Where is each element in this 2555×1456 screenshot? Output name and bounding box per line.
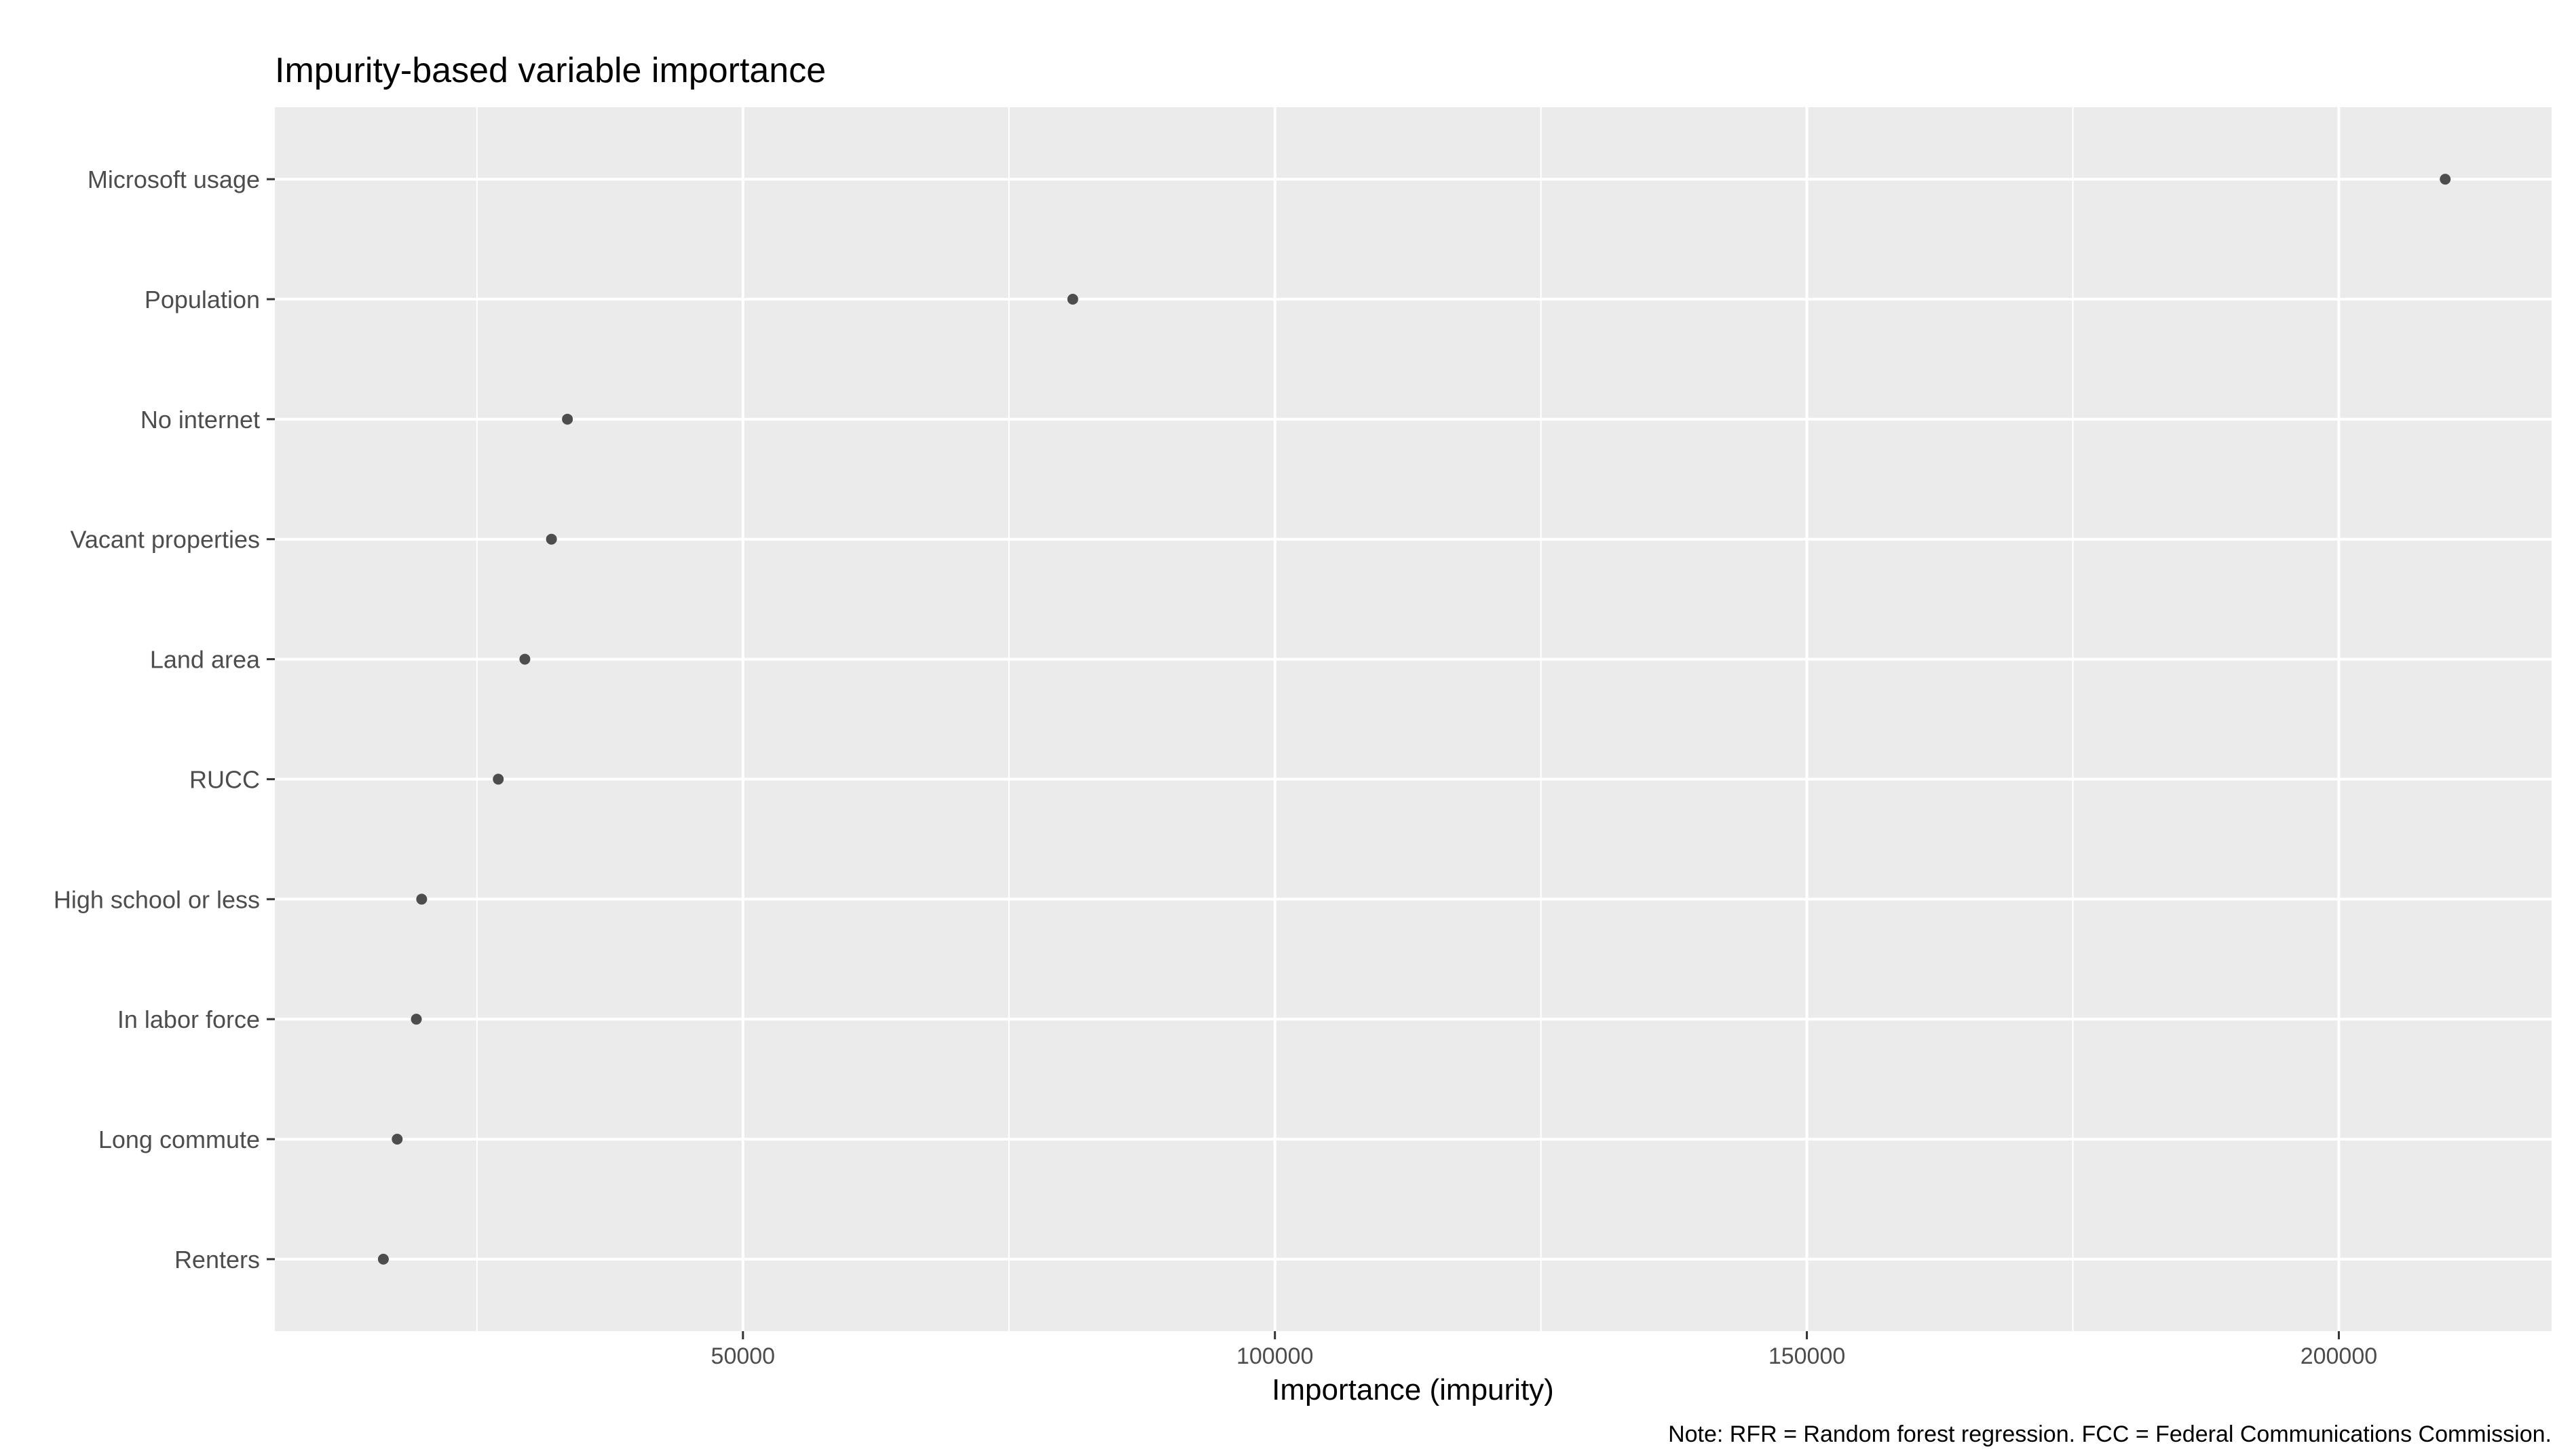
minor-gridlines [476,107,2074,1331]
y-tick-label-3: Vacant properties [71,526,261,554]
x-tick-label-0: 50000 [711,1343,776,1369]
x-tick-label-3: 200000 [2301,1343,2377,1369]
x-axis-title: Importance (impurity) [1272,1373,1554,1406]
y-tick-label-6: High school or less [54,885,260,913]
point-no-internet [562,413,573,425]
y-tick-label-9: Renters [174,1246,260,1273]
y-tick-label-1: Population [145,286,260,313]
y-axis: Microsoft usage Population No internet Vaca… [54,166,275,1273]
y-tick-label-2: No internet [140,406,260,434]
point-in-labor-force [411,1014,422,1025]
data-points [377,174,2451,1265]
point-high-school-or-less [416,894,428,905]
point-long-commute [392,1134,403,1145]
x-axis: 50000 100000 150000 200000 [711,1331,2377,1369]
y-tick-label-5: RUCC [189,765,260,793]
y-tick-label-4: Land area [150,646,261,674]
y-tick-label-8: Long commute [98,1126,260,1153]
point-microsoft-usage [2440,174,2451,185]
plot-panel [275,107,2552,1331]
x-tick-label-1: 100000 [1236,1343,1313,1369]
y-tick-label-0: Microsoft usage [88,166,260,193]
point-population [1067,293,1078,305]
major-gridlines [275,107,2552,1331]
y-tick-label-7: In labor force [117,1005,260,1033]
point-land-area [519,653,531,665]
chart-title: Impurity-based variable importance [275,51,826,90]
chart-caption: Note: RFR = Random forest regression. FC… [1668,1421,2552,1447]
point-rucc [493,773,504,785]
x-tick-label-2: 150000 [1768,1343,1845,1369]
point-renters [377,1253,389,1265]
point-vacant-properties [546,533,557,545]
